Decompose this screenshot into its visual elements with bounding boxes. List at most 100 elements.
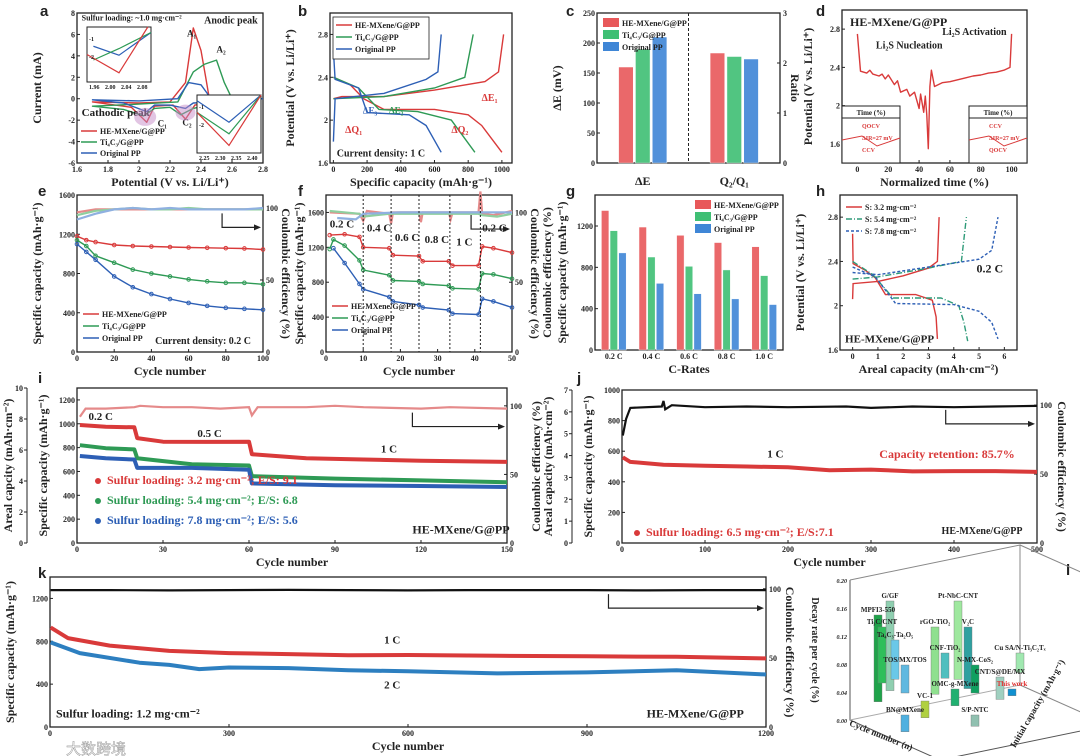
inset-frame	[841, 117, 901, 164]
inset-label: QOCV	[862, 124, 881, 130]
legend-label: HE-MXene/G@PP	[355, 21, 420, 30]
data-point	[204, 279, 210, 284]
legend-label: Sulfur loading: 6.5 mg·cm⁻²; E/S:7.1	[646, 525, 834, 539]
y-axis-label: Specific capacity (mAh·g⁻¹)	[30, 203, 44, 345]
y-tick-label: 200	[583, 39, 595, 48]
y-tick-label: 1200	[32, 594, 48, 603]
series-line-charge	[332, 34, 442, 142]
data-point	[84, 237, 89, 243]
bar-0-0	[601, 210, 610, 351]
y-tick-label: 50	[587, 129, 595, 138]
panel-g: g 0 400 800 1200 C-Rates Specific capacity (mA…	[540, 183, 784, 376]
x-tick-label: 4	[952, 352, 956, 361]
highlight-c2	[175, 104, 196, 121]
bar3d-label: Pt-NbC-CNT	[938, 592, 978, 600]
y3-tick-label: 8	[19, 415, 23, 424]
y-tick-label: 8	[71, 9, 75, 18]
y-tick-label: 1600	[59, 191, 75, 200]
inset-tick-label: 2.30	[215, 156, 226, 162]
inset-tick-label: -2	[199, 123, 204, 129]
x-tick-label: 2.8	[258, 165, 268, 174]
data-point	[357, 234, 362, 240]
legend-label: Original PP	[351, 326, 392, 335]
inset-header	[968, 105, 1028, 119]
inset-tick-label: -2	[89, 55, 94, 61]
inset-tick-label: 2.04	[121, 85, 132, 91]
y-axis-label: ΔE (mV)	[550, 65, 564, 110]
x-axis-label: Cycle number	[134, 364, 207, 378]
annotation: Cathodic peak	[82, 107, 151, 119]
x-tick-label: 20	[110, 354, 118, 363]
legend-label: HE-MXene/G@PP	[100, 127, 165, 136]
data-point	[74, 241, 80, 247]
data-point	[331, 245, 336, 251]
z-tick-label: 0.08	[837, 663, 848, 669]
category-label: 0.8 C	[718, 352, 736, 361]
right-axis-arrow-icon	[945, 409, 1033, 425]
ce-series-line	[337, 211, 512, 221]
data-point	[342, 243, 347, 248]
bar-0-2	[676, 235, 685, 351]
x-tick-label: 40	[147, 354, 155, 363]
bar-2-0	[618, 252, 627, 351]
x-tick-label: 3	[927, 352, 931, 361]
y3-axis-label: Areal capcity (mAh·cm⁻²)	[1, 399, 15, 533]
data-point	[167, 274, 173, 279]
data-point	[223, 280, 229, 286]
axis-3d-side	[1019, 544, 1080, 573]
z-tick-label: 0.20	[837, 579, 848, 585]
y-tick-label: 400	[312, 313, 324, 322]
inset-label: QOCV	[989, 148, 1008, 154]
y-tick-label: 200	[608, 508, 620, 517]
legend-label: HE-MXene/G@PP	[622, 19, 687, 28]
y-tick-label: 200	[63, 515, 75, 524]
y-tick-label: 800	[63, 270, 75, 279]
arrow-head-icon	[503, 226, 510, 233]
legend-label: Original PP	[714, 225, 755, 234]
z-tick-label: 0.04	[837, 691, 848, 697]
bar-1-0	[609, 230, 618, 351]
y2-axis-label: Coulombic efficiency (%)	[279, 208, 293, 339]
category-label: Q₂/Q₁	[720, 174, 750, 188]
y-tick-label: 1200	[308, 243, 324, 252]
category-label: 1.0 C	[755, 352, 773, 361]
y2-axis-label: Coulombic efficiency (%)	[783, 587, 797, 718]
bar3d	[1015, 652, 1025, 673]
legend-label: Ti₄C₃/G@PP	[714, 213, 758, 222]
y2-tick-label: 3	[783, 9, 787, 18]
bar-1-1	[726, 56, 742, 164]
data-point	[149, 271, 154, 276]
y-axis-label: Specific capacity (mAh·g⁻¹)	[581, 396, 595, 538]
legend-swatch	[603, 18, 619, 27]
y-tick-label: 400	[608, 478, 620, 487]
inset-label: CCV	[989, 124, 1003, 130]
y-tick-label: 1.6	[318, 159, 328, 168]
y2-tick-label: 100	[266, 204, 278, 213]
y-tick-label: 0	[616, 539, 620, 548]
inset-tick-label: 2.25	[199, 156, 210, 162]
data-point	[260, 281, 266, 287]
panel-letter: g	[566, 183, 575, 200]
x-tick-label: 60	[946, 165, 954, 174]
panel-letter: k	[38, 565, 47, 582]
data-point	[260, 307, 266, 313]
x-tick-label: 1.6	[72, 165, 82, 174]
x-tick-label: 20	[396, 354, 404, 363]
x-tick-label: 0	[855, 165, 859, 174]
inset-tick-label: -1	[89, 37, 94, 43]
data-point	[357, 281, 362, 287]
y3-tick-label: 2	[19, 508, 23, 517]
legend-label: HE-MXene/G@PP	[102, 310, 167, 319]
x-axis-label: Cycle number	[383, 364, 456, 378]
data-point	[450, 286, 455, 291]
data-point	[420, 305, 426, 310]
legend-label: Sulfur loading: 7.8 mg·cm⁻²; E/S: 5.6	[107, 513, 298, 527]
bar3d-label: S/P-NTC	[961, 706, 988, 714]
bar3d	[995, 676, 1005, 700]
data-point	[84, 249, 89, 255]
y-tick-label: 600	[608, 447, 620, 456]
data-point	[186, 300, 191, 306]
